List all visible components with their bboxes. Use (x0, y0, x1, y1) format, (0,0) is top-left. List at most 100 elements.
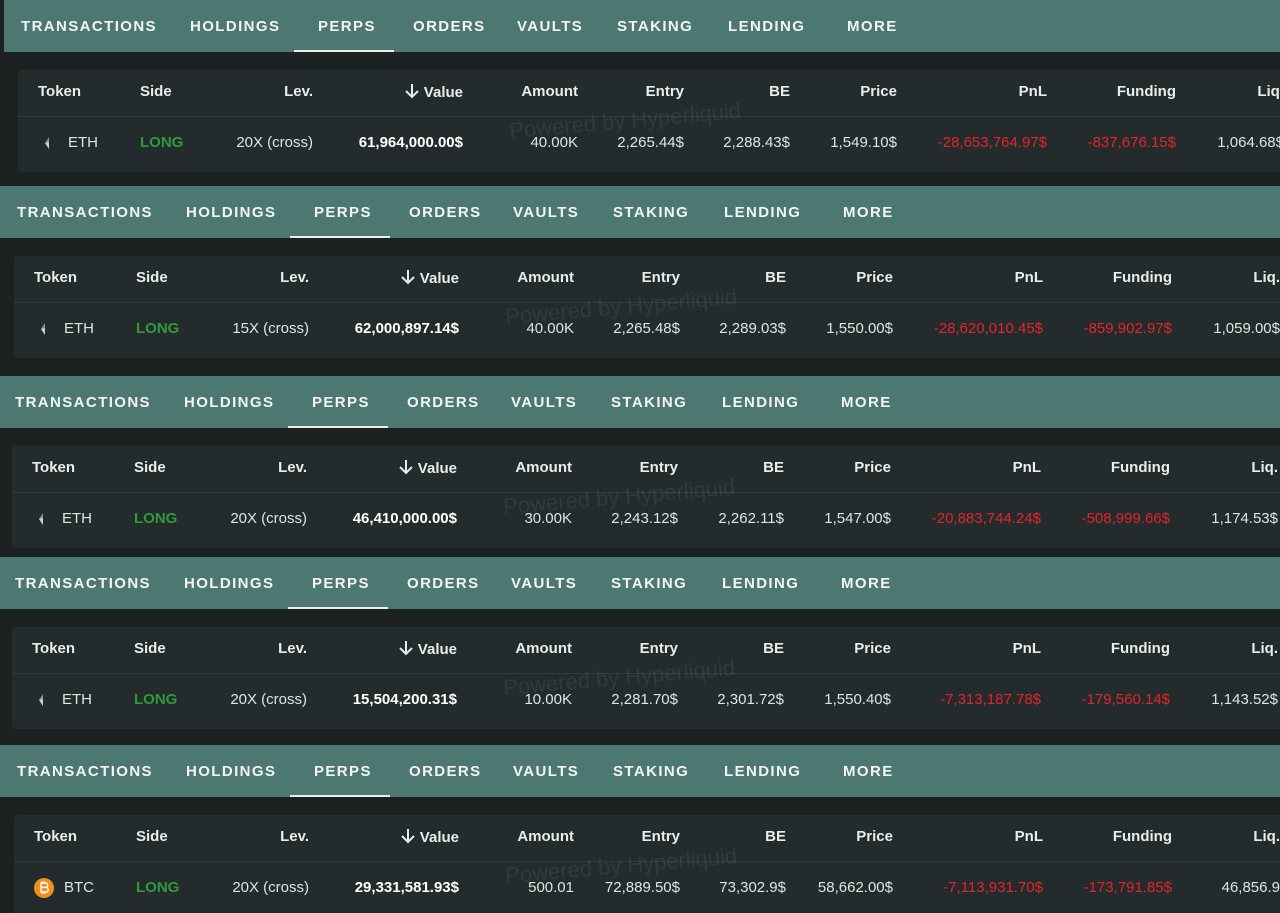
column-header: Lev. (280, 828, 309, 845)
panel: TRANSACTIONS HOLDINGS PERPS ORDERS VAULTS STA… (0, 745, 1280, 913)
tab[interactable]: ORDERS (407, 575, 480, 592)
column-header: Funding (1112, 269, 1172, 286)
tab[interactable]: LENDING (724, 204, 802, 221)
column-header: Funding (1112, 828, 1172, 845)
token: ETH (68, 134, 98, 151)
tab[interactable]: VAULTS (513, 204, 580, 221)
column-header: Amount (517, 828, 574, 845)
leverage: 20X (cross) (230, 691, 307, 708)
column-header: Funding (1110, 640, 1170, 657)
token: ETH (62, 510, 92, 527)
column-header: Liq. (1251, 459, 1278, 476)
tab[interactable]: HOLDINGS (184, 394, 275, 411)
column-header: Value (400, 828, 459, 847)
tab[interactable]: STAKING (611, 394, 688, 411)
tab[interactable]: HOLDINGS (186, 204, 277, 221)
sort-arrow (405, 84, 419, 99)
column-header: Liq. (1253, 269, 1280, 286)
tab[interactable]: MORE (841, 575, 892, 592)
tab[interactable]: MORE (841, 394, 892, 411)
column-header: Lev. (280, 269, 309, 286)
tab[interactable]: PERPS (312, 394, 370, 411)
column-header: Price (860, 83, 897, 100)
tab[interactable]: ORDERS (409, 204, 482, 221)
tab-bar (0, 186, 1280, 238)
column-header: BE (763, 640, 784, 657)
panel: TRANSACTIONS HOLDINGS PERPS ORDERS VAULTS STA… (0, 186, 1280, 376)
column-header: Entry (641, 828, 680, 845)
sort-arrow (399, 641, 413, 656)
tab[interactable]: PERPS (314, 204, 372, 221)
tab[interactable]: MORE (843, 204, 894, 221)
token: BTC (64, 879, 94, 896)
pnl: -28,620,010.45$ (933, 320, 1043, 337)
tab[interactable]: PERPS (312, 575, 370, 592)
tab[interactable]: MORE (847, 18, 898, 35)
liquidation: 1,064.68$ (1217, 134, 1280, 151)
amount: 40.00K (526, 320, 574, 337)
tab[interactable]: HOLDINGS (190, 18, 281, 35)
row-separator (12, 492, 1280, 493)
sort-arrow (401, 829, 415, 844)
column-header: Token (32, 640, 76, 657)
column-header: Liq. (1257, 83, 1280, 100)
tab[interactable]: PERPS (314, 763, 372, 780)
active-tab-underline (290, 236, 390, 238)
tab[interactable]: LENDING (728, 18, 806, 35)
tab[interactable]: STAKING (611, 575, 688, 592)
tab[interactable]: LENDING (722, 394, 800, 411)
table (12, 446, 1280, 548)
column-header: Entry (639, 640, 678, 657)
table (14, 815, 1280, 913)
column-header: Lev. (278, 459, 307, 476)
side: LONG (136, 879, 180, 896)
entry: 2,265.44$ (617, 134, 684, 151)
tab[interactable]: LENDING (722, 575, 800, 592)
panel: TRANSACTIONS HOLDINGS PERPS ORDERS VAULTS STA… (0, 376, 1280, 557)
column-header: Side (134, 459, 166, 476)
column-header: BE (763, 459, 784, 476)
column-header: Token (34, 828, 78, 845)
leverage: 20X (cross) (232, 879, 309, 896)
column-header: Entry (639, 459, 678, 476)
entry: 72,889.50$ (604, 879, 680, 896)
tab[interactable]: TRANSACTIONS (17, 763, 153, 780)
amount: 40.00K (530, 134, 578, 151)
tab[interactable]: VAULTS (511, 575, 578, 592)
column-header: Price (854, 640, 891, 657)
tab[interactable]: HOLDINGS (184, 575, 275, 592)
tab[interactable]: PERPS (318, 18, 376, 35)
tab-bar (4, 0, 1280, 52)
tab[interactable]: LENDING (724, 763, 802, 780)
break-even: 2,288.43$ (723, 134, 790, 151)
tab[interactable]: ORDERS (413, 18, 486, 35)
leverage: 15X (cross) (232, 320, 309, 337)
side: LONG (136, 320, 180, 337)
tab[interactable]: TRANSACTIONS (15, 575, 151, 592)
tab[interactable]: VAULTS (517, 18, 584, 35)
token: ETH (64, 320, 94, 337)
column-header: PnL (1012, 640, 1041, 657)
tab[interactable]: STAKING (613, 204, 690, 221)
column-header: BE (765, 269, 786, 286)
tab[interactable]: STAKING (613, 763, 690, 780)
funding: -173,791.85$ (1083, 879, 1172, 896)
token: ETH (62, 691, 92, 708)
tab[interactable]: ORDERS (409, 763, 482, 780)
tab[interactable]: TRANSACTIONS (17, 204, 153, 221)
tab[interactable]: STAKING (617, 18, 694, 35)
column-header: Liq. (1251, 640, 1278, 657)
tab[interactable]: MORE (843, 763, 894, 780)
token-icon (39, 513, 43, 525)
tab[interactable]: HOLDINGS (186, 763, 277, 780)
tab[interactable]: TRANSACTIONS (15, 394, 151, 411)
tab[interactable]: TRANSACTIONS (21, 18, 157, 35)
tab[interactable]: VAULTS (511, 394, 578, 411)
entry: 2,281.70$ (611, 691, 678, 708)
tab[interactable]: VAULTS (513, 763, 580, 780)
tab[interactable]: ORDERS (407, 394, 480, 411)
table (12, 627, 1280, 729)
row-separator (14, 302, 1280, 303)
column-header: Value (398, 640, 457, 659)
